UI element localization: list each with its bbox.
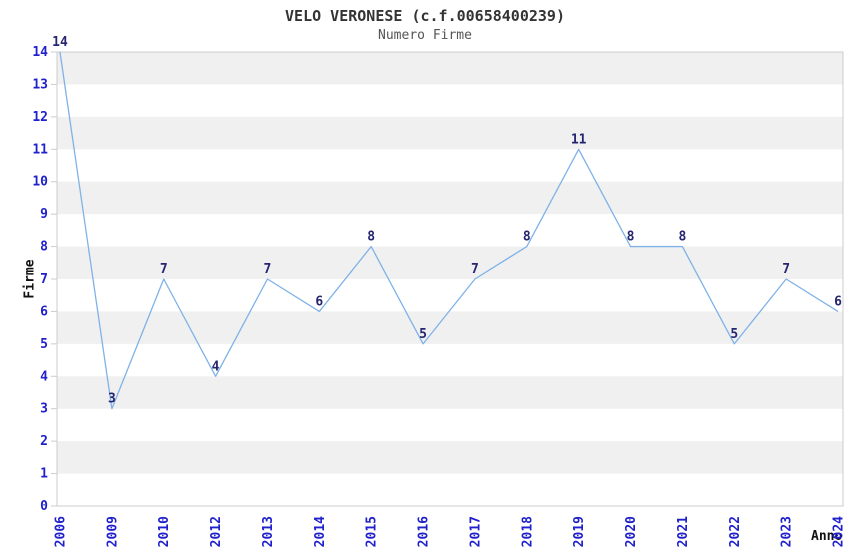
y-tick-label: 4	[40, 369, 48, 384]
point-value-label: 6	[834, 294, 842, 309]
point-value-label: 8	[678, 230, 686, 245]
point-value-label: 8	[367, 230, 375, 245]
point-value-label: 6	[315, 294, 323, 309]
point-value-label: 7	[264, 262, 272, 277]
x-tick-label: 2014	[313, 516, 328, 547]
x-tick-label: 2021	[676, 516, 691, 547]
data-line	[59, 51, 839, 410]
chart-subtitle: Numero Firme	[378, 28, 472, 43]
grid-band	[57, 181, 843, 215]
grid-band	[57, 116, 843, 150]
y-tick-label: 1	[40, 467, 48, 482]
y-tick-label: 6	[40, 304, 48, 319]
y-tick-label: 13	[32, 77, 48, 92]
x-tick-label: 2010	[157, 516, 172, 547]
y-tick-label: 12	[32, 110, 48, 125]
y-tick-label: 0	[40, 499, 48, 514]
x-tick-label: 2009	[105, 516, 120, 547]
x-tick-label: 2006	[54, 516, 69, 547]
x-tick-label: 2022	[728, 516, 743, 547]
point-value-label: 5	[730, 327, 738, 342]
y-tick-label: 5	[40, 337, 48, 352]
x-tick-label: 2013	[261, 516, 276, 547]
point-value-label: 7	[782, 262, 790, 277]
y-tick-label: 9	[40, 207, 48, 222]
y-tick-label: 3	[40, 402, 48, 417]
x-tick-label: 2016	[417, 516, 432, 547]
grid-band	[57, 311, 843, 344]
point-value-label: 8	[523, 230, 531, 245]
x-tick-label: 2018	[520, 516, 535, 547]
grid-band	[57, 376, 843, 409]
y-tick-label: 11	[32, 142, 48, 157]
y-tick-label: 10	[32, 175, 48, 190]
x-axis-title: Anno	[811, 529, 843, 544]
point-value-label: 14	[52, 35, 68, 50]
grid-band	[57, 246, 843, 279]
x-tick-label: 2023	[780, 516, 795, 547]
y-tick-label: 7	[40, 272, 48, 287]
x-tick-label: 2024	[832, 516, 847, 547]
y-tick-label: 14	[32, 45, 48, 60]
grid-band	[57, 441, 843, 474]
x-tick-label: 2015	[365, 516, 380, 547]
point-value-label: 3	[108, 392, 116, 407]
x-tick-label: 2019	[572, 516, 587, 547]
chart-title: VELO VERONESE (c.f.00658400239)	[285, 7, 565, 25]
point-value-label: 5	[419, 327, 427, 342]
point-value-label: 7	[471, 262, 479, 277]
grid-band	[57, 52, 843, 85]
y-tick-label: 2	[40, 434, 48, 449]
point-value-label: 11	[571, 132, 587, 147]
x-tick-label: 2012	[209, 516, 224, 547]
point-value-label: 8	[627, 230, 635, 245]
x-tick-label: 2017	[468, 516, 483, 547]
x-tick-label: 2020	[624, 516, 639, 547]
point-value-label: 4	[212, 359, 220, 374]
y-tick-label: 8	[40, 240, 48, 255]
point-value-label: 7	[160, 262, 168, 277]
